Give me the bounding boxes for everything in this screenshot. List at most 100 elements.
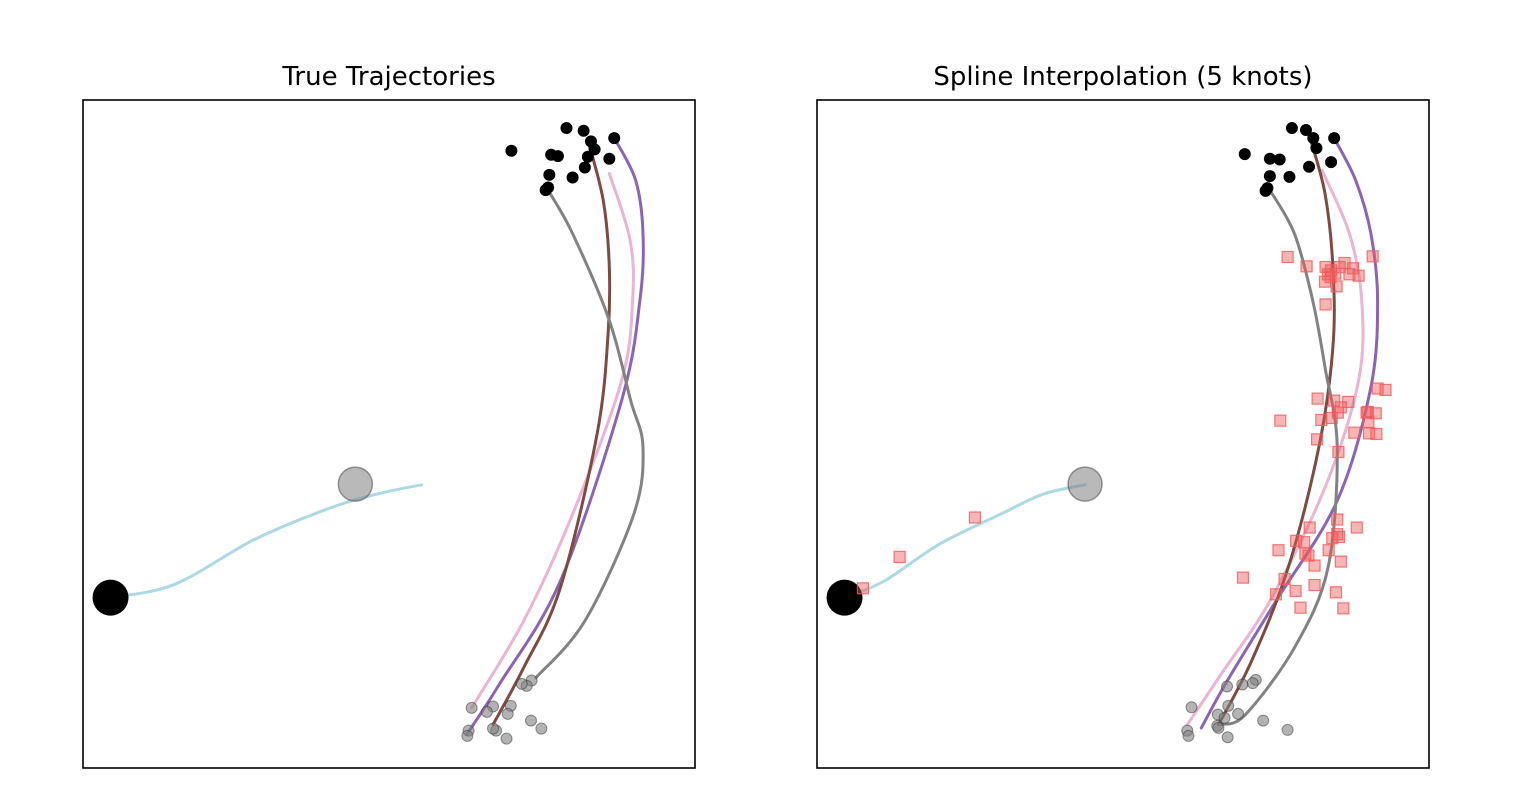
cluster-bottom-point bbox=[1185, 701, 1198, 714]
spline-knot bbox=[1366, 250, 1379, 263]
spline-knot bbox=[1272, 544, 1285, 557]
cluster-top-point bbox=[560, 122, 573, 135]
spline-knot bbox=[968, 511, 981, 524]
cluster-top-point bbox=[1273, 153, 1286, 166]
trajectory-line-3 bbox=[470, 172, 635, 710]
cluster-bottom-point bbox=[1236, 678, 1249, 691]
cluster-top-point bbox=[608, 132, 621, 145]
spline-knot bbox=[1329, 586, 1343, 599]
cluster-top-point bbox=[1283, 170, 1296, 183]
spline-knot bbox=[1370, 427, 1383, 441]
cluster-top-point bbox=[1238, 148, 1251, 161]
cluster-bottom-point bbox=[1218, 711, 1231, 724]
spline-knot bbox=[1308, 559, 1321, 572]
cluster-top-point bbox=[1299, 124, 1312, 137]
cluster-bottom-point bbox=[465, 701, 478, 714]
cluster-top-point bbox=[1259, 184, 1272, 197]
cluster-bottom-point bbox=[1232, 707, 1245, 720]
cluster-top-point bbox=[1285, 122, 1298, 135]
end-marker-large bbox=[337, 466, 374, 502]
cluster-bottom-point bbox=[1182, 729, 1195, 742]
panel-title: Spline Interpolation (5 knots) bbox=[933, 62, 1312, 92]
cluster-top-point bbox=[577, 124, 590, 137]
spline-knot bbox=[1299, 547, 1312, 560]
spline-knot bbox=[1333, 260, 1346, 274]
cluster-bottom-point bbox=[1246, 677, 1259, 690]
spline-knot bbox=[1334, 555, 1347, 568]
plot-area bbox=[92, 122, 645, 745]
panel-true-trajectories: True Trajectories bbox=[82, 62, 696, 769]
cluster-top-point bbox=[539, 184, 552, 197]
spline-knot bbox=[1321, 268, 1335, 281]
spline-knot bbox=[1310, 433, 1324, 446]
trajectory-line-1 bbox=[843, 483, 1087, 600]
cluster-top-point bbox=[581, 150, 594, 163]
spline-knot bbox=[1302, 549, 1315, 562]
start-marker-large bbox=[92, 579, 129, 616]
axes-frame bbox=[816, 99, 1430, 769]
trajectory-line-4 bbox=[1217, 135, 1336, 727]
trajectory-line-1 bbox=[109, 483, 423, 600]
spline-knot bbox=[1352, 269, 1365, 282]
spline-knot bbox=[1236, 571, 1250, 584]
spline-knot bbox=[1281, 250, 1294, 264]
spline-knot bbox=[1337, 602, 1350, 615]
cluster-top-point bbox=[505, 144, 518, 157]
spline-knot bbox=[1343, 268, 1356, 281]
spline-knot bbox=[1361, 405, 1374, 419]
panel-title: True Trajectories bbox=[281, 62, 495, 92]
spline-knot bbox=[1300, 260, 1313, 273]
cluster-bottom-point bbox=[535, 722, 548, 735]
spline-knot bbox=[1274, 414, 1287, 427]
spline-knot bbox=[1348, 426, 1361, 439]
spline-knot bbox=[1303, 521, 1316, 534]
spline-knot bbox=[1319, 298, 1332, 311]
cluster-top-point bbox=[578, 161, 591, 174]
panel-spline-interpolation: Spline Interpolation (5 knots) bbox=[816, 62, 1430, 769]
cluster-top-point bbox=[1307, 132, 1320, 145]
cluster-bottom-point bbox=[524, 714, 537, 727]
trajectory-line-5 bbox=[534, 188, 645, 680]
spline-knot bbox=[1294, 601, 1307, 614]
spline-knot bbox=[1342, 395, 1355, 409]
cluster-bottom-point bbox=[1221, 680, 1234, 693]
spline-knot bbox=[856, 582, 870, 595]
spline-knot bbox=[1311, 392, 1324, 405]
cluster-bottom-point bbox=[1221, 731, 1234, 744]
cluster-top-point bbox=[1263, 170, 1276, 183]
start-marker-large bbox=[826, 579, 863, 616]
cluster-bottom-point bbox=[487, 722, 500, 735]
plot-area bbox=[826, 122, 1392, 744]
cluster-bottom-point bbox=[501, 707, 514, 720]
cluster-top-point bbox=[603, 152, 616, 165]
spline-knot bbox=[1379, 383, 1392, 397]
cluster-top-point bbox=[551, 150, 564, 163]
spline-knot bbox=[1326, 532, 1339, 545]
spline-knot bbox=[1298, 536, 1311, 549]
spline-knot bbox=[1315, 413, 1328, 427]
spline-knot bbox=[1371, 382, 1384, 395]
spline-knot bbox=[1329, 267, 1342, 280]
cluster-bottom-point bbox=[461, 729, 474, 742]
spline-knot bbox=[1308, 578, 1321, 592]
cluster-bottom-point bbox=[1281, 723, 1294, 736]
cluster-top-point bbox=[1325, 156, 1338, 169]
spline-knot bbox=[1278, 572, 1291, 586]
cluster-top-point bbox=[566, 171, 579, 184]
cluster-top-point bbox=[543, 168, 556, 181]
spline-knot bbox=[1331, 513, 1344, 526]
spline-knot bbox=[1324, 264, 1338, 277]
spline-knot bbox=[1350, 521, 1363, 534]
spline-knot bbox=[1332, 530, 1346, 543]
spline-knot bbox=[1360, 406, 1373, 419]
spline-knot bbox=[1318, 275, 1332, 288]
spline-knot bbox=[1369, 407, 1382, 420]
spline-knot bbox=[1362, 427, 1376, 440]
spline-knot bbox=[1338, 256, 1351, 270]
cluster-bottom-point bbox=[1212, 721, 1225, 734]
spline-knot bbox=[1330, 280, 1343, 293]
spline-knot bbox=[1331, 528, 1344, 541]
trajectory-line-5 bbox=[1219, 188, 1339, 727]
cluster-bottom-point bbox=[480, 705, 493, 718]
